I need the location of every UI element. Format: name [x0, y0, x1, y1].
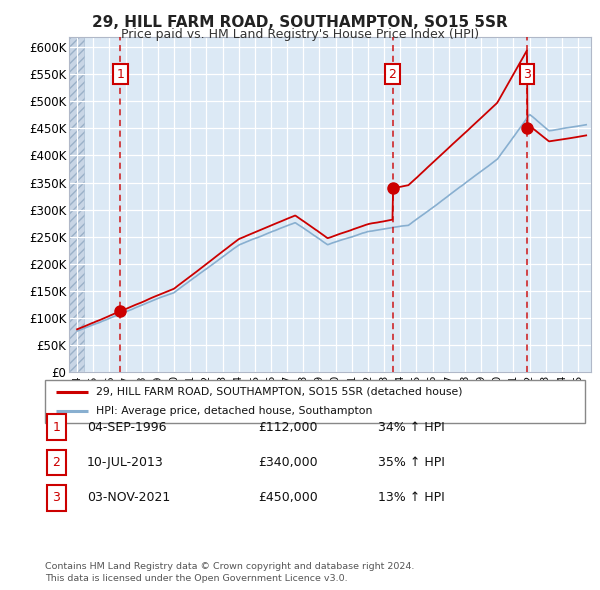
Text: 2: 2 [52, 456, 61, 469]
FancyBboxPatch shape [47, 450, 66, 476]
Text: 1: 1 [116, 68, 124, 81]
FancyBboxPatch shape [47, 485, 66, 511]
Text: Contains HM Land Registry data © Crown copyright and database right 2024.
This d: Contains HM Land Registry data © Crown c… [45, 562, 415, 583]
Text: 2: 2 [389, 68, 397, 81]
Text: Price paid vs. HM Land Registry's House Price Index (HPI): Price paid vs. HM Land Registry's House … [121, 28, 479, 41]
Text: 34% ↑ HPI: 34% ↑ HPI [378, 421, 445, 434]
FancyBboxPatch shape [47, 414, 66, 440]
Text: 29, HILL FARM ROAD, SOUTHAMPTON, SO15 5SR: 29, HILL FARM ROAD, SOUTHAMPTON, SO15 5S… [92, 15, 508, 30]
Text: HPI: Average price, detached house, Southampton: HPI: Average price, detached house, Sout… [96, 407, 373, 417]
Text: 3: 3 [52, 491, 61, 504]
Text: 03-NOV-2021: 03-NOV-2021 [87, 491, 170, 504]
Text: 3: 3 [523, 68, 531, 81]
Text: 10-JUL-2013: 10-JUL-2013 [87, 456, 164, 469]
Text: £340,000: £340,000 [258, 456, 317, 469]
Text: 29, HILL FARM ROAD, SOUTHAMPTON, SO15 5SR (detached house): 29, HILL FARM ROAD, SOUTHAMPTON, SO15 5S… [96, 386, 463, 396]
Text: £450,000: £450,000 [258, 491, 318, 504]
Text: 1: 1 [52, 421, 61, 434]
Text: 04-SEP-1996: 04-SEP-1996 [87, 421, 167, 434]
Text: 35% ↑ HPI: 35% ↑ HPI [378, 456, 445, 469]
Text: 13% ↑ HPI: 13% ↑ HPI [378, 491, 445, 504]
Text: £112,000: £112,000 [258, 421, 317, 434]
FancyBboxPatch shape [45, 380, 585, 423]
